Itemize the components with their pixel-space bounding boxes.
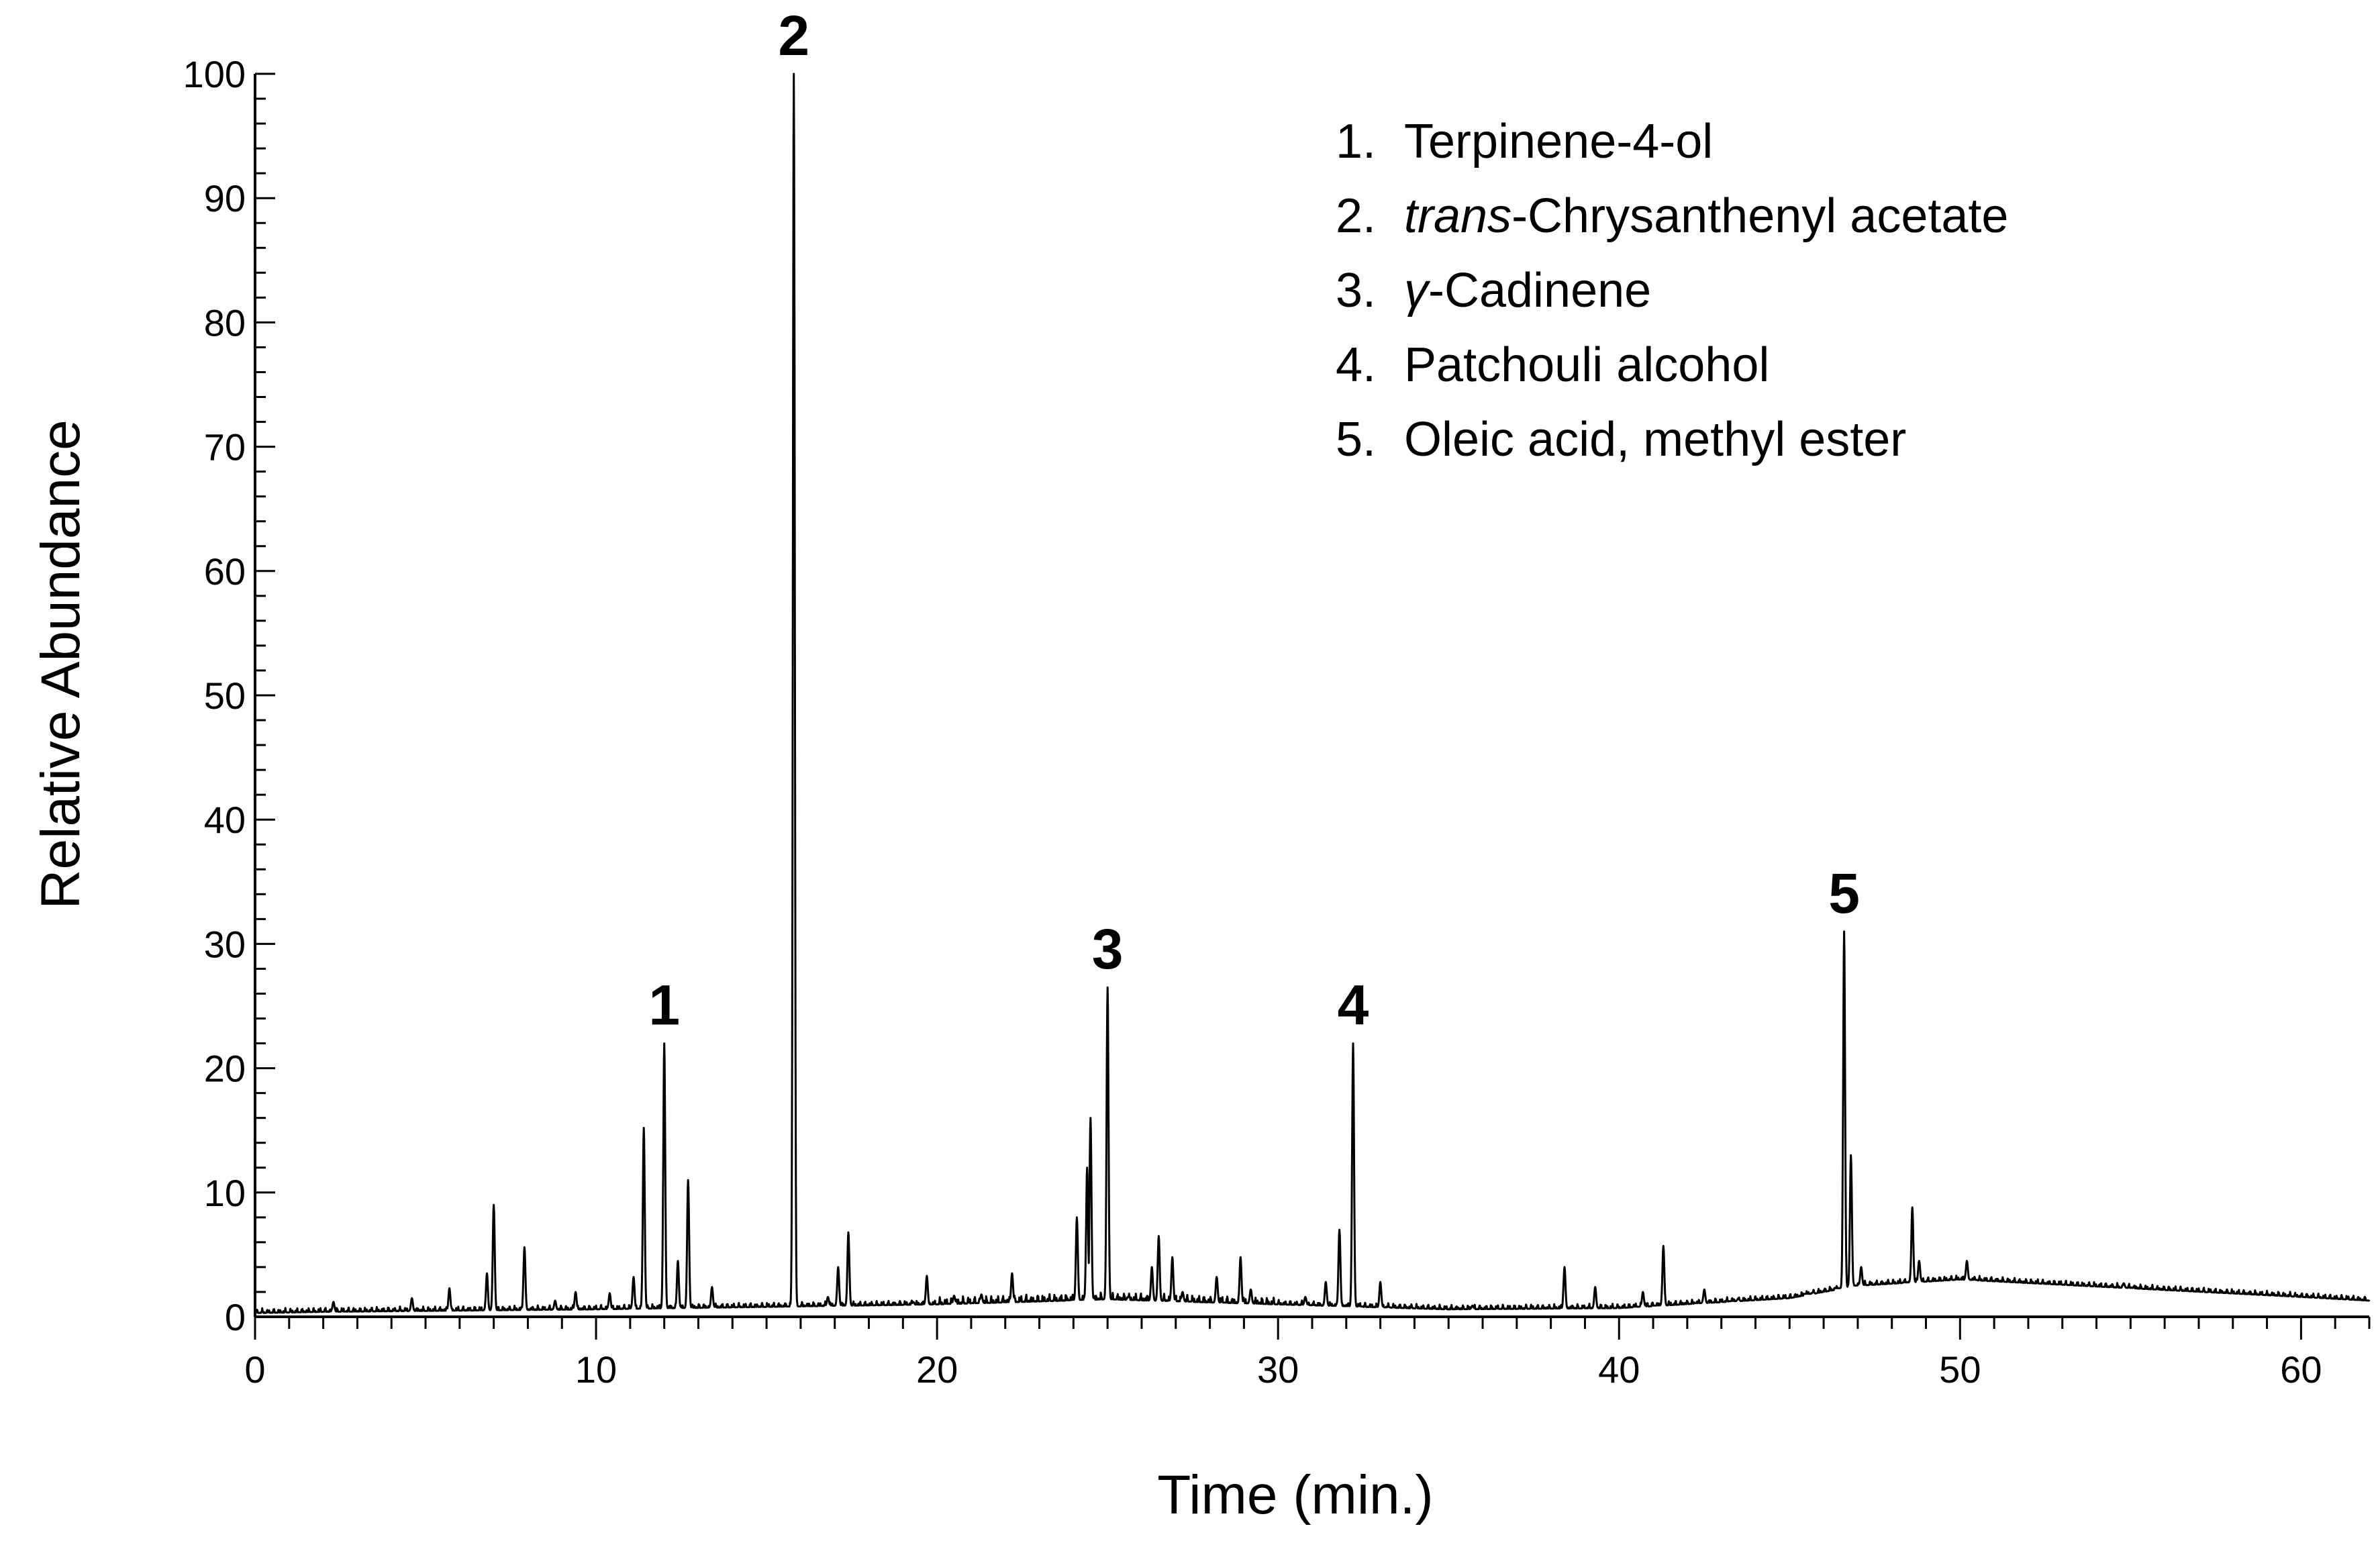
legend-entry-label: γ-Cadinene [1404,264,1651,317]
legend-entry-text: Terpinene-4-ol [1404,115,1713,168]
x-tick-label: 50 [1939,1348,1981,1391]
legend-entry-label: trans-Chrysanthenyl acetate [1404,189,2008,243]
legend-entry-text: Oleic acid, methyl ester [1404,413,1906,466]
axis-tick-labels: 0 10 20 30 40 50 60 0 10 20 30 40 50 60 70 80 90 100 [183,53,2322,1391]
chromatogram-trace [254,72,2371,1314]
peak-label-5: 5 [1828,862,1860,925]
x-tick-label: 10 [575,1348,617,1391]
peak-label-2: 2 [778,4,809,67]
legend-entry-text: -Cadinene [1428,264,1651,317]
axis-ticks [254,72,2371,1340]
legend-entry-number: 4. [1336,338,1376,392]
x-tick-label: 0 [244,1348,265,1391]
legend-entry-number: 5. [1336,413,1376,466]
legend-entry-text: Patchouli alcohol [1404,338,1769,392]
legend-entry-italic: trans [1404,189,1511,243]
legend-entry-label: Oleic acid, methyl ester [1404,413,1906,466]
y-tick-label: 50 [204,675,246,717]
y-tick-label: 30 [204,923,246,965]
y-axis-title: Relative Abundance [30,419,91,909]
x-tick-label: 20 [916,1348,958,1391]
x-axis-title: Time (min.) [1157,1464,1433,1526]
axes [254,74,2369,1318]
y-tick-label: 60 [204,550,246,593]
legend-entry-label: Patchouli alcohol [1404,338,1769,392]
legend-entry-number: 3. [1336,264,1376,317]
y-tick-label: 90 [204,177,246,219]
legend-entry-label: Terpinene-4-ol [1404,115,1713,168]
peak-label-1: 1 [648,974,680,1037]
y-tick-label: 40 [204,799,246,841]
legend-entry-number: 2. [1336,189,1376,243]
y-tick-label: 70 [204,426,246,468]
legend-entry-number: 1. [1336,115,1376,168]
y-tick-label: 100 [183,53,246,95]
legend: 1. Terpinene-4-ol 2. trans-Chrysanthenyl ac… [1336,115,2008,466]
y-tick-label: 0 [225,1296,246,1338]
y-tick-label: 20 [204,1048,246,1090]
x-tick-label: 30 [1257,1348,1299,1391]
x-tick-label: 60 [2280,1348,2322,1391]
y-tick-label: 80 [204,301,246,344]
peak-label-4: 4 [1338,974,1369,1037]
x-tick-label: 40 [1598,1348,1640,1391]
y-tick-label: 10 [204,1172,246,1214]
legend-entry-text: -Chrysanthenyl acetate [1511,189,2008,243]
peak-label-3: 3 [1092,917,1124,981]
peak-labels: 1 2 3 4 5 [648,4,1860,1037]
legend-entry-italic: γ [1404,264,1431,317]
